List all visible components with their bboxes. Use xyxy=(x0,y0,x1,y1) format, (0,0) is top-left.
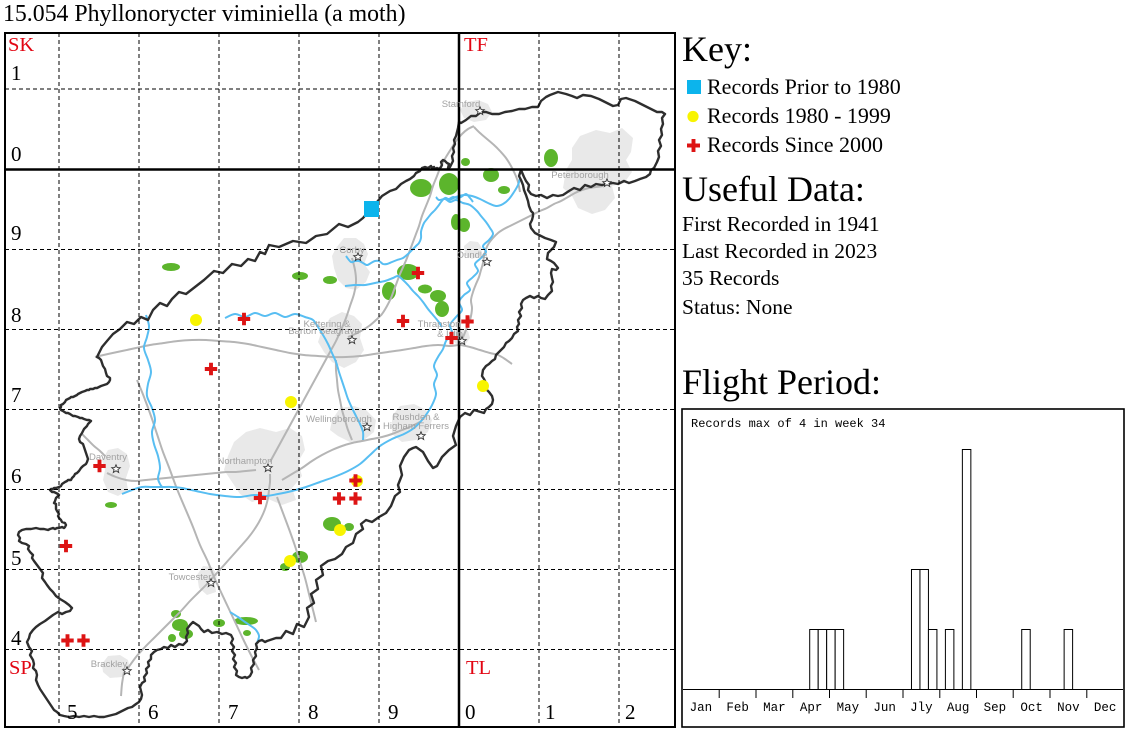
svg-text:Oct: Oct xyxy=(1020,701,1043,715)
svg-text:Nov: Nov xyxy=(1057,701,1080,715)
svg-text:Barton Seagrave: Barton Seagrave xyxy=(288,326,359,337)
svg-text:Mar: Mar xyxy=(763,701,786,715)
svg-text:Stamford: Stamford xyxy=(442,99,481,110)
svg-text:6: 6 xyxy=(148,700,159,724)
svg-text:Towcester: Towcester xyxy=(169,572,212,583)
svg-text:Wellingborough: Wellingborough xyxy=(306,414,372,425)
svg-text:Brackley: Brackley xyxy=(91,659,128,670)
svg-text:Thrapston: Thrapston xyxy=(418,319,461,330)
svg-text:Corby: Corby xyxy=(339,245,365,256)
svg-text:Kettering &: Kettering & xyxy=(304,319,352,330)
svg-text:TL: TL xyxy=(466,657,491,679)
svg-text:8: 8 xyxy=(11,303,22,327)
svg-text:Oundle: Oundle xyxy=(457,250,488,261)
svg-text:SK: SK xyxy=(8,34,34,56)
svg-text:6: 6 xyxy=(11,464,22,488)
svg-text:Daventry: Daventry xyxy=(89,452,127,463)
svg-text:1: 1 xyxy=(11,61,22,85)
svg-text:4: 4 xyxy=(11,626,22,650)
svg-text:9: 9 xyxy=(388,700,399,724)
svg-text:2: 2 xyxy=(625,700,636,724)
svg-text:5: 5 xyxy=(11,546,22,570)
svg-text:Sep: Sep xyxy=(984,701,1007,715)
svg-text:0: 0 xyxy=(11,142,22,166)
svg-text:Rushden &: Rushden & xyxy=(392,412,440,423)
svg-text:May: May xyxy=(837,701,860,715)
svg-text:Aug: Aug xyxy=(947,701,970,715)
svg-text:Higham Ferrers: Higham Ferrers xyxy=(383,421,449,432)
svg-text:9: 9 xyxy=(11,221,22,245)
svg-text:Jan: Jan xyxy=(690,701,713,715)
svg-text:Peterborough: Peterborough xyxy=(551,170,609,181)
svg-text:7: 7 xyxy=(228,700,239,724)
svg-text:Records max of 4 in week 34: Records max of 4 in week 34 xyxy=(691,417,885,431)
svg-text:TF: TF xyxy=(464,34,488,56)
svg-text:Northampton: Northampton xyxy=(218,456,273,467)
svg-text:Jun: Jun xyxy=(873,701,896,715)
svg-text:Apr: Apr xyxy=(800,701,823,715)
svg-text:Feb: Feb xyxy=(726,701,749,715)
svg-text:1: 1 xyxy=(545,700,556,724)
svg-text:0: 0 xyxy=(465,700,476,724)
svg-text:Jly: Jly xyxy=(910,701,933,715)
svg-text:5: 5 xyxy=(67,700,78,724)
svg-text:Dec: Dec xyxy=(1094,701,1117,715)
svg-text:7: 7 xyxy=(11,383,22,407)
svg-text:8: 8 xyxy=(308,700,319,724)
svg-text:SP: SP xyxy=(9,657,32,679)
